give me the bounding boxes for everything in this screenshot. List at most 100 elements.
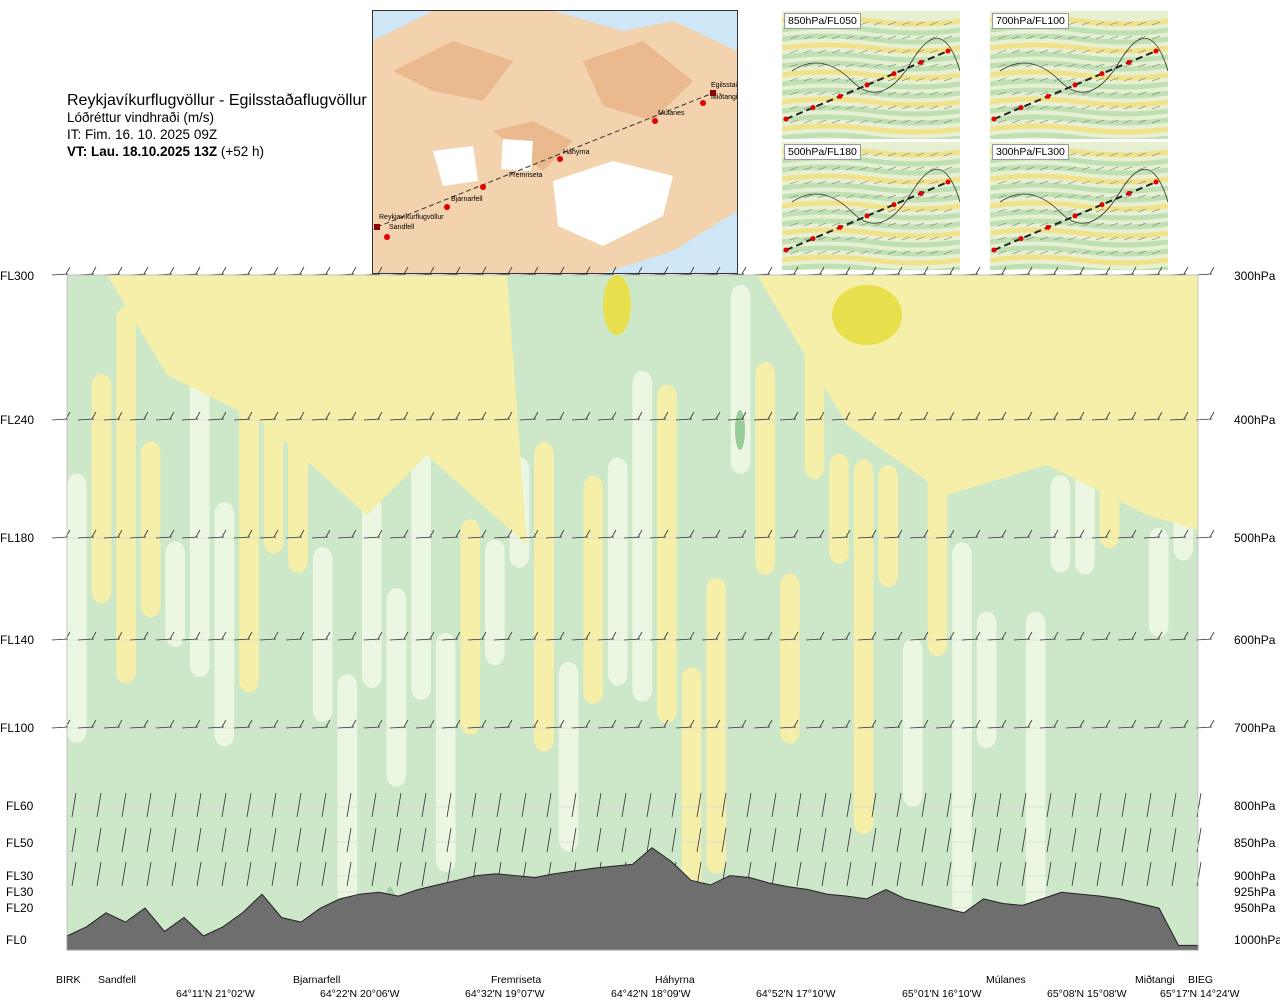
location-label: Múlanes <box>986 974 1026 986</box>
valid-time-offset: (+52 h) <box>220 144 265 159</box>
thumbnail-contour <box>990 42 1168 54</box>
thumbnail-wind-barb <box>803 119 813 124</box>
thumbnail-wind-barb <box>873 63 883 68</box>
thumbnail-wind-barb <box>887 236 897 241</box>
thumbnail-wind-barb <box>915 222 925 227</box>
wind-barb <box>71 792 77 818</box>
wind-barb <box>597 638 615 641</box>
thumbnail-wind-barb <box>901 208 911 213</box>
wind-barb <box>961 536 979 539</box>
thumbnail-wind-barb <box>1081 180 1091 185</box>
wind-barb-flag <box>299 411 305 420</box>
wind-barb <box>207 726 225 729</box>
thumbnail-wind-barb <box>1095 63 1105 68</box>
thumbnail-wind-barb <box>915 166 925 171</box>
wind-barb-flag <box>793 631 799 640</box>
thumbnail-wind-barb <box>943 250 953 255</box>
thumbnail-contour <box>782 69 960 81</box>
wind-barb-flag <box>585 529 591 538</box>
thumbnail-wind-barb <box>817 119 827 124</box>
fl-tick-label: FL240 <box>0 413 35 427</box>
thumbnail-wind-barb <box>817 35 827 40</box>
wind-barb <box>796 792 802 818</box>
thumbnail-wind-barb <box>1067 63 1077 68</box>
wind-barb-flag <box>923 266 929 275</box>
wind-barb-flag <box>377 719 383 728</box>
thumbnail-map <box>782 146 960 270</box>
wind-barb <box>371 827 377 853</box>
wind-barb-flag <box>351 411 357 420</box>
thumbnail-wind-barb <box>831 105 841 110</box>
thumbnail-wind-barb <box>873 236 883 241</box>
thumbnail-300hpa[interactable]: 300hPa/FL300 <box>990 142 1168 270</box>
thumbnail-wind-barb <box>831 194 841 199</box>
wind-barb <box>103 418 121 421</box>
wind-barb <box>493 638 511 641</box>
wind-barb <box>987 536 1005 539</box>
wind-barb <box>921 861 927 887</box>
wind-barb-flag <box>533 411 539 420</box>
thumbnail-wind-barb <box>831 119 841 124</box>
wind-barb <box>441 536 459 539</box>
wind-barb <box>857 536 875 539</box>
thumbnail-wind-barb <box>831 222 841 227</box>
hpa-tick-label: 700hPa <box>1234 721 1276 735</box>
thumbnail-wind-barb <box>915 194 925 199</box>
thumbnail-wind-barb <box>887 222 897 227</box>
wind-barb <box>285 638 303 641</box>
wind-field-cell <box>632 370 653 702</box>
wind-barb-flag <box>975 411 981 420</box>
thumbnail-wind-barb <box>887 194 897 199</box>
issue-time: IT: Fim. 16. 10. 2025 09Z <box>67 127 218 142</box>
wind-barb <box>846 861 852 887</box>
wind-barb <box>363 418 381 421</box>
wind-barb <box>909 726 927 729</box>
thumbnail-wind-barb <box>831 180 841 185</box>
wind-barb-flag <box>325 411 331 420</box>
thumbnail-700hpa[interactable]: 700hPa/FL100 <box>990 11 1168 139</box>
wind-barb <box>155 638 173 641</box>
wind-barb <box>1096 861 1102 887</box>
wind-barb <box>646 827 652 853</box>
wind-barb <box>467 536 485 539</box>
thumbnail-wind-barb <box>1025 222 1035 227</box>
wind-barb <box>571 827 577 853</box>
thumbnail-wind-barb <box>1123 152 1133 157</box>
wind-barb <box>805 536 823 539</box>
thumbnail-wind-barb <box>943 63 953 68</box>
wind-barb <box>996 827 1002 853</box>
wind-barb <box>1195 418 1213 421</box>
thumbnail-contour <box>782 218 960 230</box>
wind-barb <box>77 536 95 539</box>
thumbnail-850hpa[interactable]: 850hPa/FL050 <box>782 11 960 139</box>
wind-barb <box>1096 827 1102 853</box>
thumbnail-wind-barb <box>1137 222 1147 227</box>
thumbnail-waypoint <box>1099 202 1105 208</box>
wind-barb <box>1046 792 1052 818</box>
wind-barb-flag <box>1001 529 1007 538</box>
thumbnail-wind-barb <box>1081 49 1091 54</box>
wind-barb <box>51 273 69 276</box>
thumbnail-wind-barb <box>859 77 869 82</box>
wind-barb-flag <box>299 719 305 728</box>
thumbnail-wind-barb <box>1039 49 1049 54</box>
thumbnail-wind-barb <box>997 208 1007 213</box>
wind-barb-flag <box>429 266 435 275</box>
thumbnail-wind-barb <box>887 208 897 213</box>
wind-barb-flag <box>91 411 97 420</box>
fl-tick-label: FL20 <box>6 901 34 915</box>
thumbnail-label: 850hPa/FL050 <box>784 13 861 29</box>
wind-barb <box>71 861 77 887</box>
wind-barb <box>883 638 901 641</box>
wind-barb-flag <box>975 529 981 538</box>
wind-barb-flag <box>793 529 799 538</box>
wind-barb <box>779 536 797 539</box>
thumbnail-wind-barb <box>859 236 869 241</box>
wind-barb <box>871 861 877 887</box>
thumbnail-waypoint <box>891 202 897 208</box>
thumbnail-500hpa[interactable]: 500hPa/FL180 <box>782 142 960 270</box>
wind-barb-flag <box>1157 631 1163 640</box>
thumbnail-wind-barb <box>943 208 953 213</box>
thumbnail-contour <box>990 209 1168 221</box>
wind-barb <box>389 536 407 539</box>
